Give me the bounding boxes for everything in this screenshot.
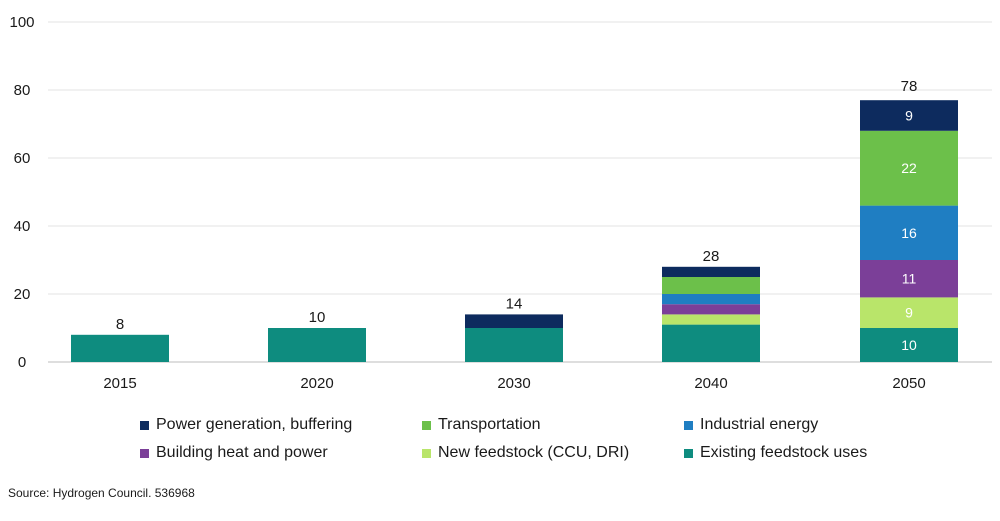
bar-total-label: 10	[309, 309, 326, 326]
legend-swatch	[422, 420, 431, 430]
y-tick-label: 0	[18, 354, 26, 371]
bar-segment	[662, 314, 760, 325]
stacked-bar-chart: 0204060801008201510202014203028204010911…	[9, 14, 992, 392]
x-tick-label: 2020	[300, 375, 333, 392]
legend-item-power-generation: Power generation, buffering	[140, 416, 422, 434]
segment-data-label: 16	[901, 225, 917, 241]
bar-segment	[662, 266, 760, 277]
legend-label: Power generation, buffering	[156, 416, 353, 433]
legend-label: Industrial energy	[700, 416, 819, 433]
segment-data-label: 11	[902, 271, 917, 287]
bar-total-label: 28	[703, 248, 720, 265]
bar-segment	[268, 328, 366, 362]
bar-segment	[465, 314, 563, 328]
x-tick-label: 2040	[694, 375, 727, 392]
bar-segment	[860, 100, 958, 131]
segment-data-label: 22	[901, 160, 917, 176]
bar-segment	[860, 328, 958, 362]
bar-segment	[71, 334, 169, 362]
legend-swatch	[684, 448, 693, 458]
legend-swatch	[140, 448, 149, 458]
segment-data-label: 9	[905, 305, 913, 321]
x-tick-label: 2015	[103, 375, 136, 392]
bar-segment	[860, 260, 958, 298]
y-tick-label: 40	[14, 218, 31, 235]
segment-data-label: 10	[901, 337, 917, 353]
segment-data-label: 9	[905, 108, 913, 124]
source-note: Source: Hydrogen Council. 536968	[8, 486, 195, 500]
y-tick-label: 60	[14, 150, 31, 167]
legend-item-new-feedstock: New feedstock (CCU, DRI)	[422, 444, 684, 462]
legend-label: Building heat and power	[156, 444, 328, 461]
legend-swatch	[140, 420, 149, 430]
legend-swatch	[684, 420, 693, 430]
x-tick-label: 2050	[892, 375, 925, 392]
bar-segment	[662, 324, 760, 362]
bar-total-label: 78	[901, 78, 918, 95]
legend-item-industrial-energy: Industrial energy	[684, 416, 920, 434]
legend-swatch	[422, 448, 431, 458]
bar-segment	[465, 328, 563, 362]
legend-label: Transportation	[438, 416, 541, 433]
bar-segment	[662, 294, 760, 305]
legend-label: Existing feedstock uses	[700, 444, 868, 461]
legend-item-transportation: Transportation	[422, 416, 684, 434]
bar-segment	[860, 297, 958, 328]
bar-segment	[662, 304, 760, 315]
legend-item-existing-feedstock: Existing feedstock uses	[684, 444, 920, 462]
bar-segment	[860, 130, 958, 206]
y-tick-label: 20	[14, 286, 31, 303]
bar-segment	[662, 277, 760, 294]
bar-total-label: 8	[116, 316, 124, 333]
legend-label: New feedstock (CCU, DRI)	[438, 444, 630, 461]
x-tick-label: 2030	[497, 375, 530, 392]
legend-item-building-heat: Building heat and power	[140, 444, 422, 462]
y-tick-label: 100	[9, 14, 34, 31]
y-tick-label: 80	[14, 82, 31, 99]
bar-segment	[860, 205, 958, 260]
bar-total-label: 14	[506, 295, 523, 312]
chart-legend: Power generation, buffering Transportati…	[140, 416, 920, 462]
